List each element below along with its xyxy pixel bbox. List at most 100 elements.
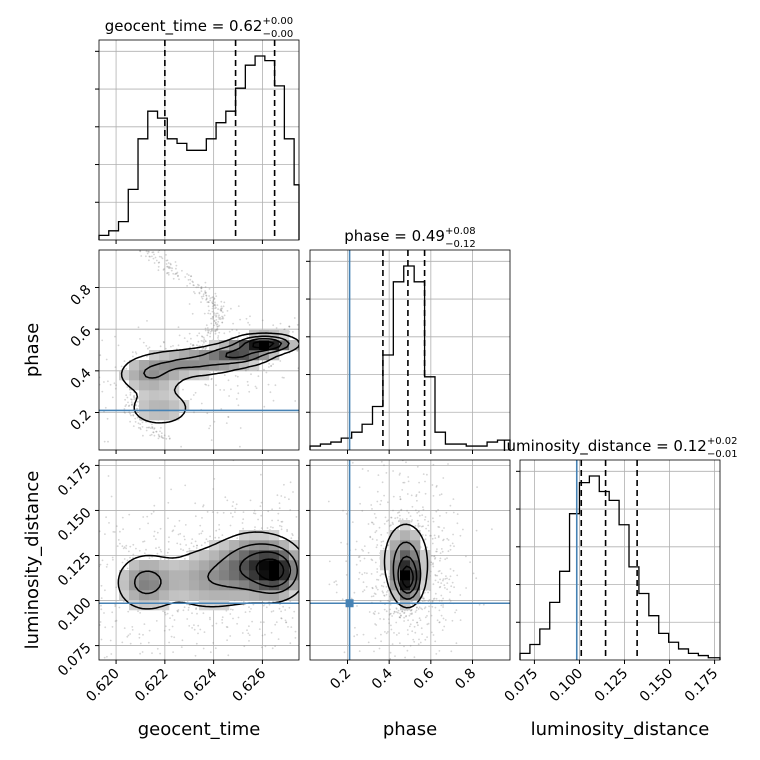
scatter-point <box>166 612 169 615</box>
x-axis-label-luminosity_distance: luminosity_distance <box>531 719 710 740</box>
scatter-point <box>125 547 127 550</box>
scatter-point <box>280 528 283 531</box>
density-cell <box>169 370 180 381</box>
scatter-point <box>127 610 130 613</box>
scatter-point <box>153 428 156 430</box>
scatter-point <box>209 424 212 427</box>
scatter-point <box>433 597 436 600</box>
scatter-point <box>202 295 205 298</box>
scatter-point <box>322 350 324 352</box>
scatter-point <box>398 514 401 517</box>
scatter-point <box>449 591 451 593</box>
density-cell <box>189 350 200 361</box>
scatter-point <box>363 572 366 574</box>
scatter-point <box>217 325 220 328</box>
scatter-point <box>421 600 424 603</box>
density-cell <box>259 340 270 351</box>
scatter-point <box>93 627 95 629</box>
scatter-point <box>331 563 333 565</box>
scatter-point <box>119 542 121 545</box>
scatter-point <box>391 615 393 617</box>
scatter-point <box>431 605 434 608</box>
scatter-point <box>420 525 423 528</box>
density-cell <box>239 530 250 541</box>
density-cell <box>269 590 280 601</box>
scatter-point <box>438 621 441 623</box>
scatter-point <box>192 344 194 346</box>
density-cell <box>179 580 190 591</box>
scatter-point <box>164 625 167 628</box>
scatter-point <box>223 301 226 304</box>
scatter-point <box>365 585 368 588</box>
scatter-point <box>403 616 405 619</box>
scatter-point <box>158 477 161 479</box>
scatter-point <box>335 538 337 540</box>
scatter-point <box>126 567 129 570</box>
scatter-point <box>244 611 247 613</box>
scatter-point <box>278 507 281 510</box>
scatter-point <box>406 493 409 495</box>
scatter-point <box>429 534 431 537</box>
density-cell <box>420 570 431 581</box>
scatter-point <box>106 563 109 566</box>
density-cell <box>289 560 299 571</box>
x-tick-label: 0.6 <box>411 665 438 692</box>
scatter-point <box>229 613 232 615</box>
scatter-point <box>132 553 135 556</box>
scatter-point <box>334 552 336 554</box>
scatter-point <box>83 358 85 360</box>
scatter-point <box>401 518 404 521</box>
scatter-point <box>383 581 386 584</box>
scatter-point <box>192 344 195 347</box>
scatter-point <box>189 343 192 345</box>
scatter-point <box>451 619 454 622</box>
scatter-point <box>389 600 391 603</box>
scatter-point <box>63 407 65 409</box>
scatter-point <box>121 516 124 519</box>
scatter-point <box>293 317 296 319</box>
scatter-point <box>218 528 221 531</box>
scatter-point <box>202 504 205 507</box>
scatter-point <box>212 296 214 298</box>
scatter-point <box>189 278 192 281</box>
scatter-point <box>267 383 270 386</box>
scatter-point <box>213 297 216 299</box>
scatter-point <box>167 266 170 269</box>
scatter-point <box>399 518 401 520</box>
scatter-point <box>182 388 184 391</box>
scatter-point <box>214 536 217 539</box>
density-cell <box>119 590 130 601</box>
scatter-point <box>198 292 201 295</box>
density-cell <box>219 570 230 581</box>
scatter-point <box>396 516 399 519</box>
density-cell <box>229 560 240 571</box>
scatter-point <box>170 662 172 664</box>
scatter-point <box>242 397 244 399</box>
scatter-point <box>146 355 148 358</box>
contour-line <box>392 541 422 600</box>
scatter-point <box>239 427 242 429</box>
scatter-point <box>204 290 207 292</box>
scatter-point <box>195 547 198 549</box>
scatter-point <box>183 600 186 603</box>
density-cell <box>390 560 401 571</box>
scatter-point <box>200 287 203 290</box>
scatter-point <box>413 625 416 628</box>
scatter-point <box>394 611 396 613</box>
scatter-point <box>220 310 223 312</box>
scatter-point <box>195 642 198 645</box>
scatter-point <box>280 610 282 613</box>
scatter-point <box>446 577 448 580</box>
scatter-point <box>399 616 401 619</box>
density-cell <box>239 560 250 571</box>
scatter-point <box>430 534 432 537</box>
scatter-point <box>291 617 294 619</box>
scatter-point <box>386 520 388 523</box>
scatter-point <box>332 540 334 542</box>
scatter-point <box>198 332 201 335</box>
scatter-point <box>362 633 365 636</box>
scatter-point <box>227 416 230 418</box>
density-cell <box>249 340 260 351</box>
scatter-point <box>90 599 92 601</box>
scatter-point <box>424 492 427 495</box>
